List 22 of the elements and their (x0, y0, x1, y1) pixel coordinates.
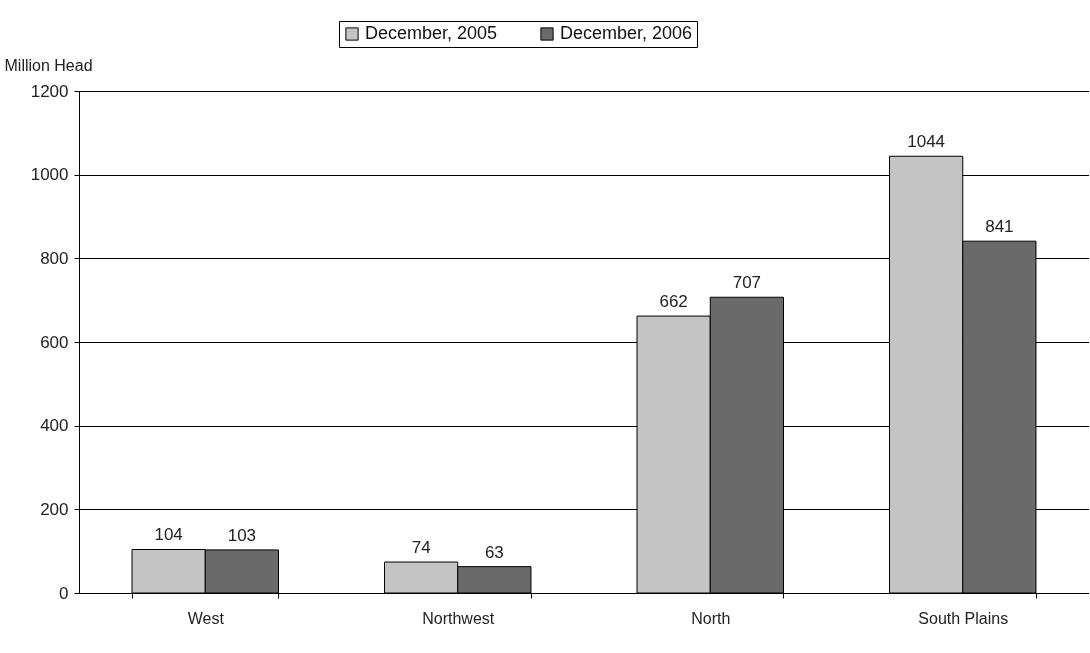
y-tick-label: 0 (59, 583, 69, 603)
y-tick-label: 400 (40, 416, 69, 436)
data-label: 662 (659, 292, 688, 312)
y-tick-label: 800 (40, 248, 69, 268)
legend-label: December, 2006 (560, 23, 693, 43)
data-label: 104 (154, 525, 183, 545)
y-axis-title: Million Head (4, 56, 93, 74)
y-tick-label: 600 (40, 332, 69, 352)
data-label: 103 (227, 525, 257, 545)
data-label: 63 (484, 542, 504, 562)
x-tick-label: North (691, 609, 731, 627)
legend-label: December, 2005 (365, 23, 498, 43)
data-label: 707 (732, 273, 762, 293)
x-tick-label: Northwest (422, 609, 495, 627)
data-label: 74 (411, 538, 431, 558)
data-label: 1044 (907, 132, 946, 152)
y-tick-label: 1000 (30, 165, 69, 185)
data-label: 841 (985, 217, 1014, 237)
x-tick-label: South Plains (918, 609, 1009, 627)
y-tick-label: 1200 (30, 81, 69, 101)
x-tick-label: West (187, 609, 225, 627)
y-tick-label: 200 (40, 499, 69, 519)
